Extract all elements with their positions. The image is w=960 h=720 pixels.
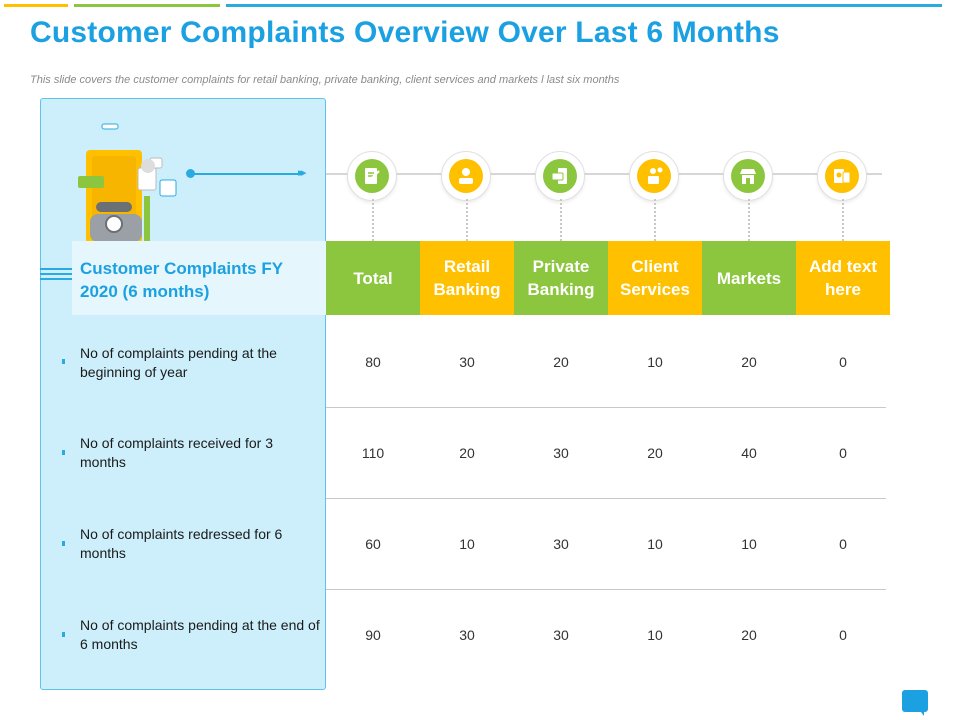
accent-bar-yellow [4,4,68,7]
market-store-icon [723,151,773,201]
icon-dotted-line [654,199,656,241]
page-title: Customer Complaints Overview Over Last 6… [30,16,780,49]
table-cell: 80 [365,354,381,370]
table-header-title: Customer Complaints FY 2020 (6 months) [72,241,326,315]
column-header-add-text: Add text here [796,241,890,315]
row-label: No of complaints pending at the end of 6… [80,617,320,652]
certificate-icon [347,151,397,201]
table-cell: 0 [839,354,847,370]
security-lock-icon [629,151,679,201]
column-header-private-banking: Private Banking [514,241,608,315]
customer-service-icon [441,151,491,201]
table-cell: 20 [647,445,663,461]
document-chart-icon [817,151,867,201]
icon-dotted-line [372,199,374,241]
row-bullet [62,632,65,637]
row-divider [326,407,886,408]
table-cell: 10 [741,536,757,552]
connector-arrows-icon: ▸▸▸ [298,167,306,179]
icon-dotted-line [466,199,468,241]
table-cell: 10 [459,536,475,552]
table-cell: 30 [553,627,569,643]
complaints-illustration-icon [78,123,177,244]
mobile-payment-icon [535,151,585,201]
table-cell: 30 [459,354,475,370]
table-cell: 30 [553,445,569,461]
table-cell: 0 [839,445,847,461]
table-cell: 30 [553,536,569,552]
page-subtitle: This slide covers the customer complaint… [30,74,620,86]
row-bullet [62,359,65,364]
row-bullet [62,541,65,546]
row-label: No of complaints pending at the beginnin… [80,345,277,380]
table-cell: 10 [647,536,663,552]
chat-comment-tail [918,708,924,716]
table-cell: 60 [365,536,381,552]
icon-dotted-line [748,199,750,241]
icon-dotted-line [842,199,844,241]
column-header-markets: Markets [702,241,796,315]
table-cell: 20 [741,354,757,370]
chat-comment-icon[interactable] [902,690,928,712]
icon-timeline-line [326,173,882,175]
row-bullet [62,450,65,455]
icon-dotted-line [560,199,562,241]
column-header-total: Total [326,241,420,315]
table-cell: 20 [553,354,569,370]
table-cell: 110 [361,445,385,461]
table-cell: 0 [839,536,847,552]
table-cell: 10 [647,354,663,370]
table-cell: 0 [839,627,847,643]
connector-dot [186,169,195,178]
table-cell: 30 [459,627,475,643]
column-header-client-services: Client Services [608,241,702,315]
accent-bar-blue [226,4,942,7]
row-label: No of complaints received for 3 months [80,435,273,470]
table-cell: 20 [741,627,757,643]
column-header-retail-banking: Retail Banking [420,241,514,315]
table-cell: 90 [365,627,381,643]
row-divider [326,498,886,499]
illustration-connector [190,173,300,175]
table-cell: 20 [459,445,475,461]
menu-lines-icon [40,268,74,283]
table-cell: 40 [741,445,757,461]
row-divider [326,589,886,590]
table-cell: 10 [647,627,663,643]
row-label: No of complaints redressed for 6 months [80,526,283,561]
accent-bar-green [74,4,220,7]
